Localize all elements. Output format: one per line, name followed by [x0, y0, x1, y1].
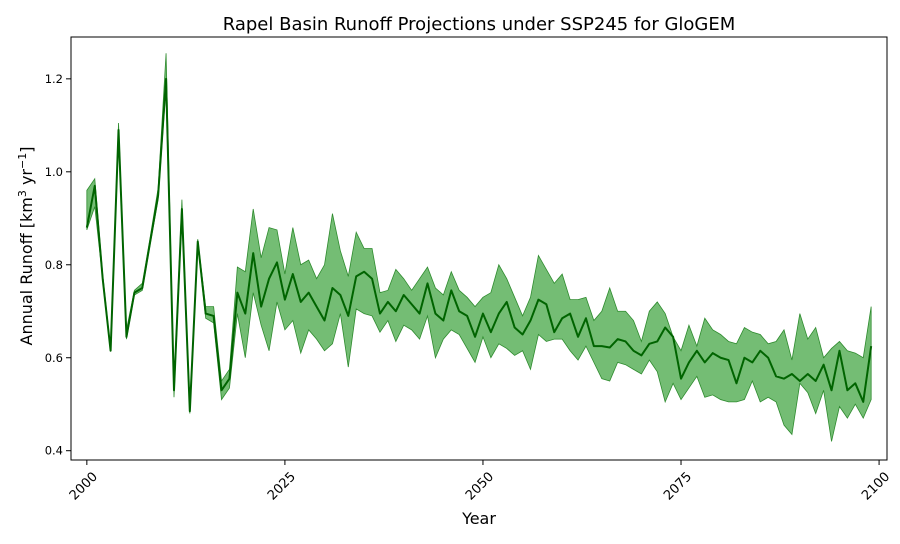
y-tick-label: 1.2	[45, 72, 63, 86]
y-axis-label-end: ]	[17, 147, 36, 153]
runoff-median-line	[85, 77, 873, 413]
y-tick-label: 0.4	[45, 444, 63, 458]
x-axis-label: Year	[461, 509, 496, 528]
y-axis-label-sup1: 3	[16, 190, 29, 197]
y-tick-label: 0.6	[45, 351, 63, 365]
plot-area	[85, 53, 873, 442]
chart-title: Rapel Basin Runoff Projections under SSP…	[223, 14, 736, 35]
y-tick-label: 1.0	[45, 165, 63, 179]
y-axis-label-sup2: −1	[16, 153, 29, 169]
y-tick-label: 0.8	[45, 258, 63, 272]
y-axis-label-mid: yr	[17, 169, 36, 191]
y-axis-label: Annual Runoff [km3 yr−1]	[16, 147, 36, 346]
y-axis-label-main: Annual Runoff [km	[17, 197, 36, 345]
plot-frame	[70, 36, 888, 461]
